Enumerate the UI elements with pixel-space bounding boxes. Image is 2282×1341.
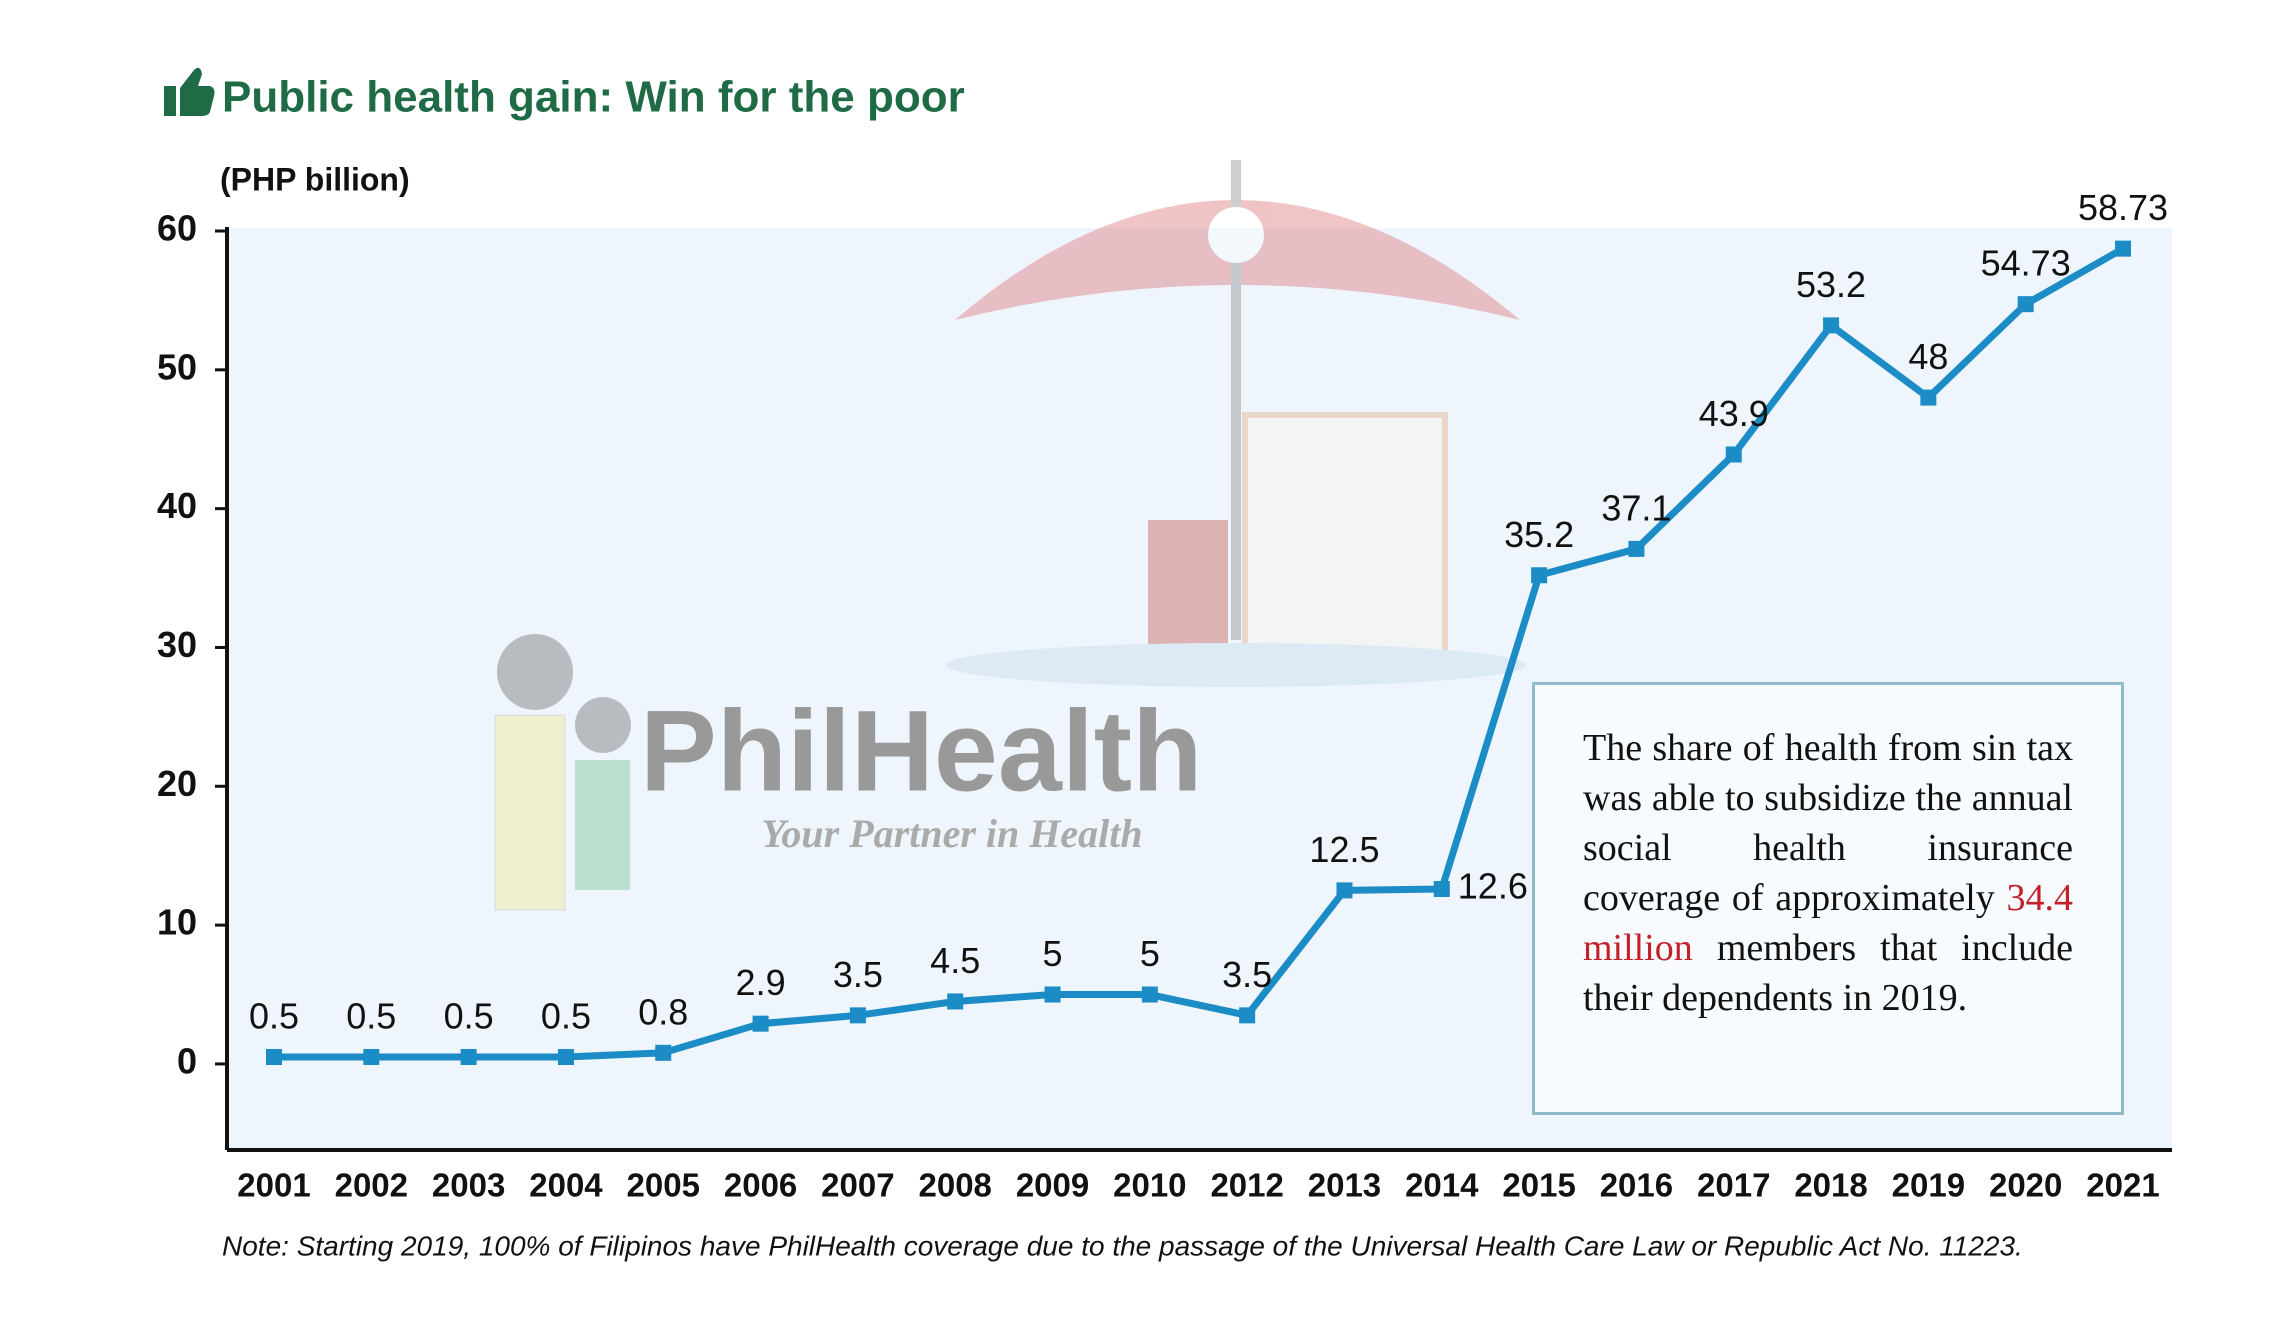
data-label: 0.5	[249, 996, 299, 1037]
marker	[1628, 540, 1645, 557]
data-label: 0.8	[638, 991, 688, 1032]
data-label: 4.5	[930, 940, 980, 981]
x-tick-label: 2004	[529, 1167, 603, 1204]
marker	[1044, 986, 1061, 1003]
data-label: 48	[1908, 336, 1948, 377]
data-label: 2.9	[736, 962, 786, 1003]
callout: The share of health from sin tax was abl…	[1532, 682, 2124, 1115]
callout-text: members that include their dependents in…	[1583, 927, 2073, 1019]
x-tick-label: 2017	[1697, 1167, 1770, 1204]
note: Note: Starting 2019, 100% of Filipinos h…	[222, 1230, 2023, 1261]
x-tick-label: 2012	[1210, 1167, 1283, 1204]
data-label: 58.73	[2078, 187, 2168, 228]
marker	[2115, 240, 2131, 257]
chart-title: Public health gain: Win for the poor	[222, 73, 965, 122]
marker	[1239, 1007, 1256, 1024]
x-tick-label: 2005	[627, 1167, 700, 1204]
callout-highlight: 34.4 million	[1583, 877, 2073, 969]
x-tick-label: 2014	[1405, 1167, 1479, 1204]
x-tick-label: 2016	[1600, 1167, 1673, 1204]
x-tick-label: 2002	[335, 1167, 408, 1204]
callout-text: The share of health from sin tax was abl…	[1583, 727, 2073, 919]
data-label: 0.5	[346, 996, 396, 1037]
y-tick-label: 0	[177, 1040, 197, 1081]
data-label: 37.1	[1601, 487, 1671, 528]
marker	[363, 1048, 380, 1065]
marker	[1920, 389, 1937, 406]
data-label: 53.2	[1796, 264, 1866, 305]
marker	[1433, 881, 1450, 898]
y-tick-label: 60	[157, 208, 197, 249]
x-tick-label: 2003	[432, 1167, 505, 1204]
y-tick-label: 40	[157, 485, 197, 526]
marker	[1823, 317, 1840, 334]
data-label: 35.2	[1504, 514, 1574, 555]
x-tick-label: 2008	[918, 1167, 991, 1204]
data-label: 5	[1140, 933, 1160, 974]
x-tick-label: 2018	[1794, 1167, 1867, 1204]
y-tick-label: 30	[157, 624, 197, 665]
data-label: 0.5	[541, 996, 591, 1037]
x-tick-label: 2021	[2086, 1167, 2159, 1204]
x-tick-label: 2010	[1113, 1167, 1186, 1204]
y-axis-label: (PHP billion)	[220, 161, 410, 197]
marker	[1725, 446, 1742, 463]
data-label: 3.5	[833, 954, 883, 995]
data-label: 12.5	[1309, 829, 1379, 870]
marker	[655, 1044, 672, 1061]
marker	[460, 1048, 477, 1065]
x-tick-label: 2009	[1016, 1167, 1089, 1204]
watermark-name: PhilHealth	[640, 687, 1202, 815]
data-label: 0.5	[444, 996, 494, 1037]
title-icon	[164, 67, 215, 116]
x-tick-label: 2013	[1308, 1167, 1381, 1204]
watermark-illustration	[494, 160, 1526, 911]
x-tick-label: 2006	[724, 1167, 797, 1204]
y-tick-label: 50	[157, 346, 197, 387]
marker	[1531, 567, 1548, 584]
marker	[947, 993, 964, 1010]
marker	[752, 1015, 769, 1032]
y-tick-label: 10	[157, 902, 197, 943]
y-tick-label: 20	[157, 763, 197, 804]
marker	[266, 1048, 282, 1065]
marker	[557, 1048, 574, 1065]
x-tick-label: 2001	[237, 1167, 310, 1204]
x-tick-label: 2020	[1989, 1167, 2062, 1204]
x-tick-label: 2007	[821, 1167, 894, 1204]
data-label: 54.73	[1981, 243, 2071, 284]
data-label: 3.5	[1222, 954, 1272, 995]
x-tick-label: 2015	[1502, 1167, 1575, 1204]
marker	[1141, 986, 1158, 1003]
watermark-tagline: Your Partner in Health	[761, 811, 1142, 856]
data-label: 12.6	[1458, 866, 1528, 907]
line	[274, 245, 2125, 1061]
data-label: 43.9	[1699, 393, 1769, 434]
data-label: 5	[1043, 933, 1063, 974]
x-tick-label: 2019	[1892, 1167, 1965, 1204]
marker	[2017, 296, 2034, 313]
marker	[1336, 882, 1353, 899]
marker	[849, 1007, 866, 1024]
